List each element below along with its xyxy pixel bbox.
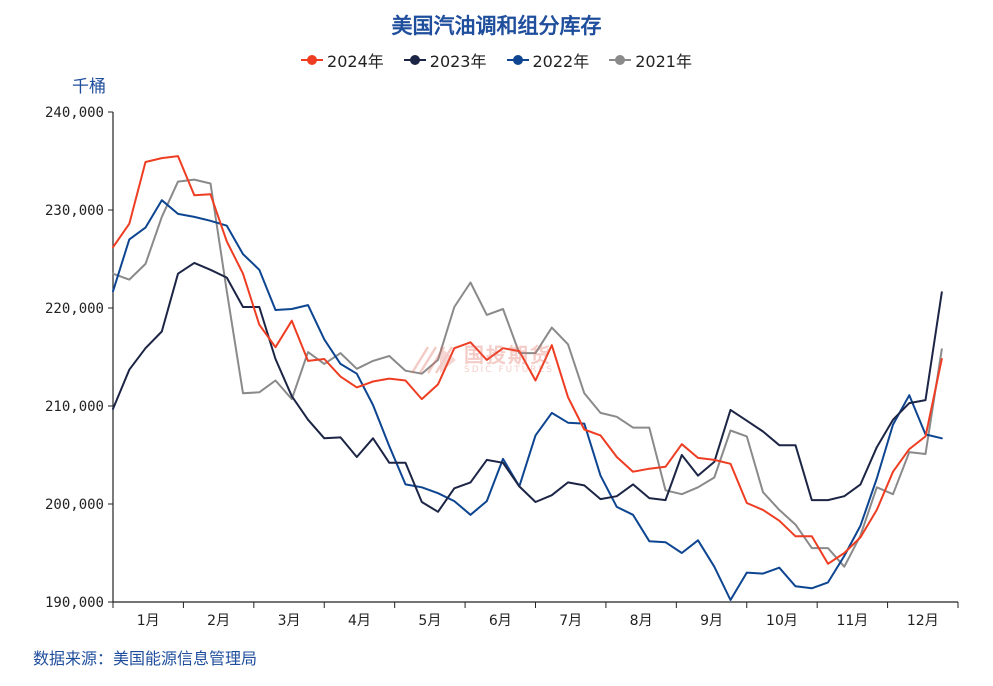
legend-label: 2024年 (327, 52, 384, 71)
x-tick-label: 6月 (489, 613, 512, 629)
y-tick-label: 240,000 (45, 105, 104, 121)
series-line-2023年 (112, 261, 943, 513)
y-tick-label: 220,000 (45, 301, 104, 317)
legend-label: 2022年 (532, 52, 590, 71)
legend: 2024年 2023年 2022年 2021年 (0, 48, 993, 72)
legend-swatch (403, 53, 426, 67)
watermark-subtext: SDIC FUTURES (464, 365, 554, 375)
x-tick-label: 1月 (137, 613, 160, 629)
watermark-text: 国投期货 (464, 343, 552, 367)
x-tick-label: 9月 (700, 613, 723, 629)
legend-label: 2023年 (429, 52, 487, 71)
legend-swatch (301, 53, 324, 67)
watermark: 国投期货 SDIC FUTURES (410, 343, 554, 377)
x-tick-label: 2月 (207, 613, 230, 629)
x-tick-label: 7月 (559, 613, 582, 629)
source-note: 数据来源：美国能源信息管理局 (33, 649, 258, 668)
y-tick-label: 210,000 (45, 399, 104, 415)
x-tick-label: 10月 (766, 613, 798, 629)
legend-label: 2021年 (635, 52, 692, 71)
legend-swatch (506, 53, 529, 67)
y-tick-label: 200,000 (45, 497, 104, 513)
chart-title: 美国汽油调和组分库存 (391, 14, 602, 38)
x-tick-label: 5月 (418, 613, 441, 629)
series-line-2024年 (112, 155, 943, 565)
x-tick-label: 8月 (630, 613, 653, 629)
legend-item: 2021年 (609, 48, 692, 72)
x-tick-label: 3月 (278, 613, 301, 629)
y-axis-unit-label: 千桶 (72, 77, 106, 97)
watermark-logo-icon (410, 346, 456, 374)
legend-item: 2023年 (403, 48, 487, 72)
series-line-2022年 (112, 199, 943, 601)
x-tick-label: 4月 (348, 613, 371, 629)
legend-item: 2022年 (506, 48, 590, 72)
x-tick-label: 12月 (907, 613, 939, 629)
legend-item: 2024年 (301, 48, 384, 72)
y-tick-label: 230,000 (45, 203, 104, 219)
legend-swatch (609, 53, 632, 67)
y-tick-label: 190,000 (45, 595, 104, 611)
x-tick-label: 11月 (836, 613, 868, 629)
